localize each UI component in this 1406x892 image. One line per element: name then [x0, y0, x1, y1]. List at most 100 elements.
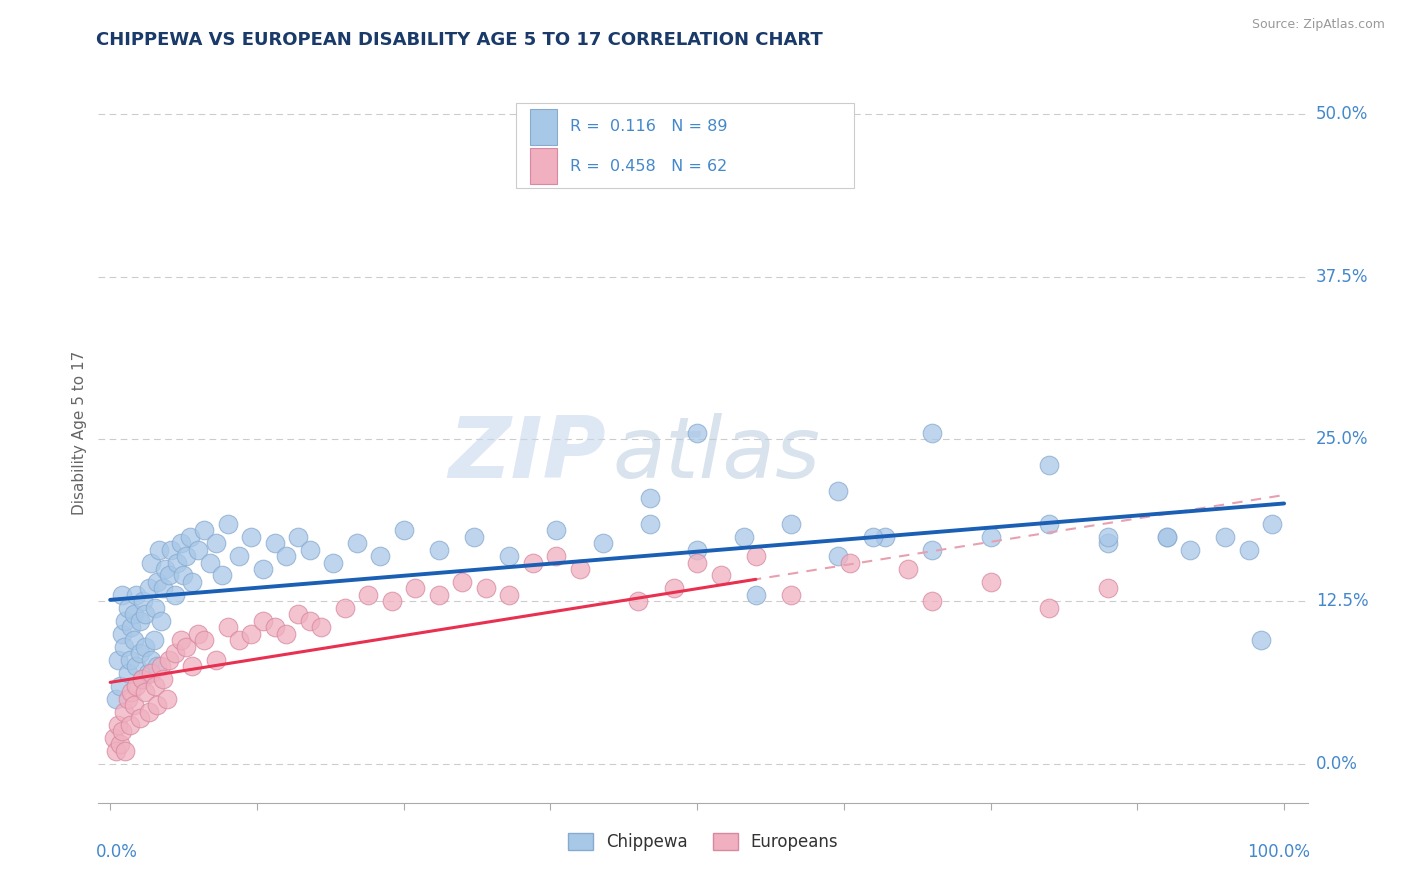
Point: [638, 516, 661, 531]
Point: [149, 659, 172, 673]
Point: [187, 542, 209, 557]
Point: [141, 556, 163, 570]
Point: [627, 594, 650, 608]
Point: [287, 607, 309, 622]
Point: [745, 549, 768, 563]
Text: 12.5%: 12.5%: [1316, 592, 1368, 610]
Point: [163, 647, 186, 661]
Point: [498, 588, 520, 602]
Point: [157, 653, 180, 667]
Point: [921, 594, 943, 608]
Point: [638, 491, 661, 505]
Point: [122, 607, 145, 622]
Bar: [530, 109, 557, 145]
Point: [522, 556, 544, 570]
Point: [149, 614, 172, 628]
Point: [152, 582, 174, 596]
Point: [105, 744, 128, 758]
Point: [1156, 529, 1178, 543]
Point: [475, 582, 498, 596]
Point: [298, 542, 321, 557]
Point: [169, 536, 191, 550]
Point: [211, 568, 233, 582]
Text: R =  0.458   N = 62: R = 0.458 N = 62: [569, 159, 727, 174]
Point: [240, 529, 263, 543]
Point: [276, 549, 298, 563]
Point: [103, 731, 125, 745]
Point: [157, 568, 180, 582]
Text: ZIP: ZIP: [449, 413, 606, 496]
Point: [368, 549, 391, 563]
Point: [148, 542, 170, 557]
Point: [862, 529, 884, 543]
Point: [141, 653, 163, 667]
Legend: Chippewa, Europeans: Chippewa, Europeans: [561, 826, 845, 857]
Text: 50.0%: 50.0%: [1316, 105, 1368, 123]
Point: [1097, 582, 1119, 596]
Point: [152, 673, 174, 687]
Point: [381, 594, 404, 608]
Point: [117, 601, 139, 615]
Point: [463, 529, 485, 543]
Point: [163, 588, 186, 602]
Point: [263, 620, 285, 634]
Point: [827, 484, 849, 499]
Point: [122, 633, 145, 648]
Point: [263, 536, 285, 550]
Point: [142, 633, 165, 648]
Point: [141, 665, 163, 680]
Point: [311, 620, 333, 634]
Point: [392, 523, 415, 537]
Point: [181, 659, 204, 673]
Point: [838, 556, 860, 570]
Point: [128, 711, 150, 725]
Point: [252, 562, 274, 576]
Point: [114, 744, 136, 758]
Point: [980, 574, 1002, 589]
Point: [108, 737, 131, 751]
Point: [125, 588, 148, 602]
Point: [160, 542, 183, 557]
Point: [298, 614, 321, 628]
Text: atlas: atlas: [613, 413, 820, 496]
Point: [427, 588, 450, 602]
Point: [745, 588, 768, 602]
Point: [112, 640, 135, 654]
Y-axis label: Disability Age 5 to 17: Disability Age 5 to 17: [72, 351, 87, 515]
Text: 0.0%: 0.0%: [1316, 755, 1358, 772]
Point: [921, 542, 943, 557]
Point: [204, 653, 226, 667]
Point: [146, 659, 169, 673]
Text: Source: ZipAtlas.com: Source: ZipAtlas.com: [1251, 18, 1385, 31]
Point: [1250, 633, 1272, 648]
Point: [172, 568, 194, 582]
Point: [287, 529, 309, 543]
Point: [146, 698, 169, 713]
Point: [134, 640, 156, 654]
Point: [568, 562, 591, 576]
Bar: [530, 148, 557, 184]
Point: [980, 529, 1002, 543]
Point: [122, 698, 145, 713]
Point: [112, 705, 135, 719]
Point: [217, 620, 239, 634]
Point: [155, 562, 177, 576]
Point: [193, 633, 215, 648]
Point: [276, 627, 298, 641]
Point: [592, 536, 614, 550]
Point: [117, 692, 139, 706]
Point: [546, 549, 568, 563]
Point: [114, 614, 136, 628]
Point: [166, 556, 188, 570]
Point: [1038, 458, 1060, 472]
Point: [1038, 516, 1060, 531]
Point: [662, 582, 685, 596]
Point: [240, 627, 263, 641]
Point: [138, 705, 160, 719]
Point: [498, 549, 520, 563]
Point: [128, 614, 150, 628]
Text: 0.0%: 0.0%: [96, 843, 138, 861]
Point: [780, 516, 803, 531]
Text: R =  0.116   N = 89: R = 0.116 N = 89: [569, 120, 727, 135]
Point: [357, 588, 380, 602]
